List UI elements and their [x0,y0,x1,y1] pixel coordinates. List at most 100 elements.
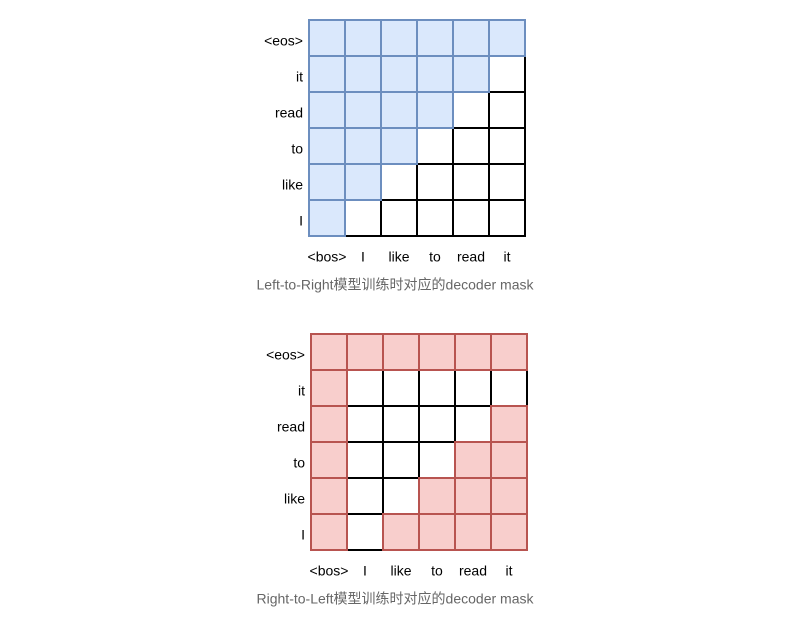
col-label: to [431,563,443,579]
col-label: I [361,249,365,265]
mask-cell [308,127,346,165]
mask-cell [454,477,492,515]
open-cell [452,91,490,129]
col-label: like [390,563,411,579]
mask-cell [490,513,528,551]
open-cell [454,405,492,443]
open-cell [346,405,384,443]
open-cell [488,55,526,93]
mask-cell [310,513,348,551]
mask-cell [310,369,348,407]
mask-cell [380,19,418,57]
row-label: I [299,213,303,229]
row-label: it [298,383,305,399]
open-cell [346,441,384,479]
row-label: read [275,105,303,121]
mask-cell [380,127,418,165]
mask-cell [454,333,492,371]
open-cell [418,405,456,443]
row-label: I [301,527,305,543]
mask-cell [418,477,456,515]
mask-cell [490,333,528,371]
col-label: I [363,563,367,579]
mask-cell [416,19,454,57]
mask-cell [344,19,382,57]
mask-cell [416,55,454,93]
open-cell [344,199,382,237]
open-cell [346,513,384,551]
open-cell [418,369,456,407]
row-label: read [277,419,305,435]
mask-cell [380,91,418,129]
col-label: read [459,563,487,579]
open-cell [346,369,384,407]
row-label: like [284,491,305,507]
row-label: like [282,177,303,193]
open-cell [380,163,418,201]
open-cell [488,91,526,129]
open-cell [418,441,456,479]
open-cell [382,405,420,443]
mask-cell [418,513,456,551]
mask-cell [308,163,346,201]
col-label: <bos> [310,563,349,579]
mask-cell [310,441,348,479]
mask-cell [380,55,418,93]
mask-cell [416,91,454,129]
mask-cell [308,91,346,129]
open-cell [488,127,526,165]
col-label: it [506,563,513,579]
caption: Left-to-Right模型训练时对应的decoder mask [257,277,535,293]
open-cell [452,127,490,165]
mask-cell [310,477,348,515]
mask-cell [490,405,528,443]
col-label: <bos> [308,249,347,265]
mask-cell [452,55,490,93]
open-cell [380,199,418,237]
open-cell [416,199,454,237]
mask-cell [418,333,456,371]
open-cell [490,369,528,407]
row-label: <eos> [266,347,305,363]
mask-cell [308,55,346,93]
open-cell [382,369,420,407]
mask-cell [310,333,348,371]
row-label: to [293,455,305,471]
row-label: to [291,141,303,157]
mask-cell [488,19,526,57]
open-cell [454,369,492,407]
mask-cell [382,333,420,371]
caption: Right-to-Left模型训练时对应的decoder mask [257,591,535,607]
open-cell [382,441,420,479]
open-cell [452,163,490,201]
open-cell [416,127,454,165]
mask-cell [454,441,492,479]
mask-cell [344,163,382,201]
mask-cell [490,477,528,515]
mask-cell [310,405,348,443]
mask-cell [346,333,384,371]
row-label: it [296,69,303,85]
col-label: read [457,249,485,265]
open-cell [346,477,384,515]
open-cell [416,163,454,201]
open-cell [488,163,526,201]
col-label: to [429,249,441,265]
mask-cell [344,127,382,165]
col-label: like [388,249,409,265]
mask-cell [452,19,490,57]
mask-cell [454,513,492,551]
open-cell [452,199,490,237]
mask-cell [308,19,346,57]
open-cell [488,199,526,237]
mask-cell [382,513,420,551]
mask-cell [344,55,382,93]
mask-cell [344,91,382,129]
col-label: it [504,249,511,265]
mask-cell [308,199,346,237]
mask-cell [490,441,528,479]
open-cell [382,477,420,515]
row-label: <eos> [264,33,303,49]
